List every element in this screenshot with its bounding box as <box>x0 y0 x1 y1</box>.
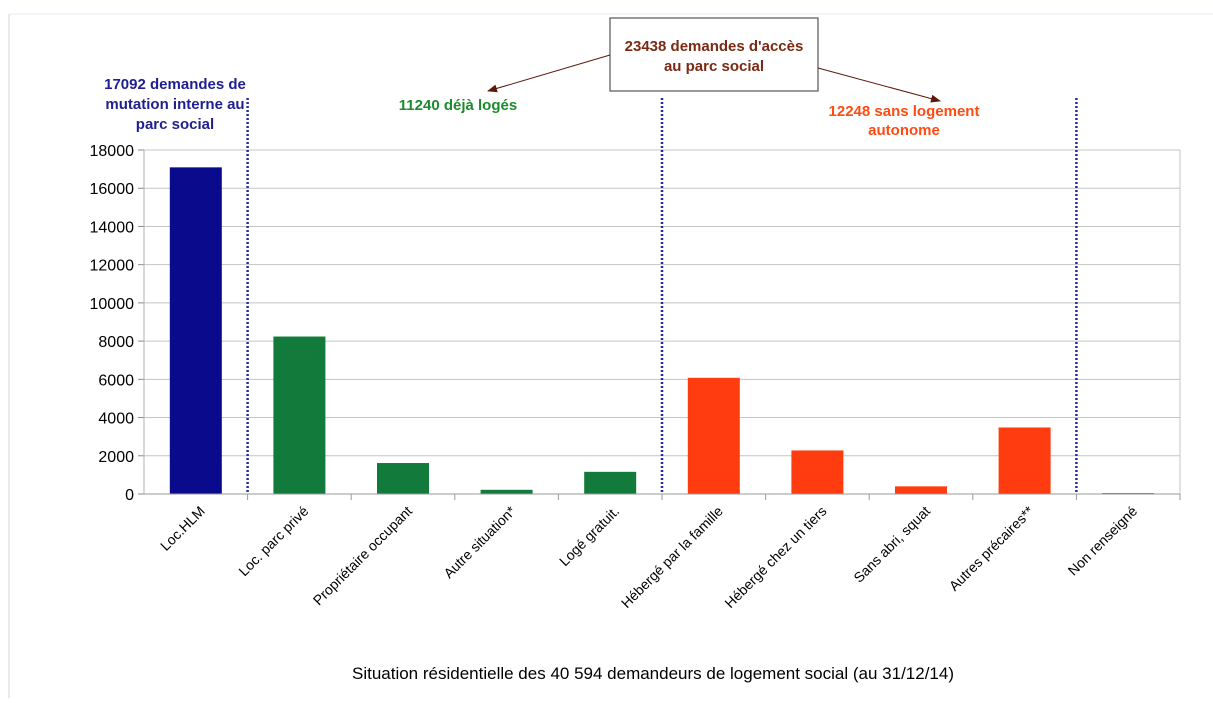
y-tick-label: 4000 <box>98 411 134 428</box>
x-axis-title: Situation résidentielle des 40 594 deman… <box>352 664 954 683</box>
y-tick-label: 18000 <box>90 143 135 160</box>
annotation-access-requests: au parc social <box>664 58 764 75</box>
bar <box>377 463 429 494</box>
axes: 0 2000 4000 6000 8000 10000 12000 14000 16000 180… <box>90 143 1181 611</box>
annotation-access-requests: 23438 demandes d'accès <box>625 38 804 55</box>
annotations: 17092 demandes de mutation interne au parc… <box>104 17 980 139</box>
annotation-internal-transfers: mutation interne au <box>105 96 244 113</box>
bar <box>273 336 326 494</box>
x-tick-label: Loc.HLM <box>157 503 208 554</box>
dividers <box>246 98 1078 494</box>
y-tick-label: 12000 <box>90 258 135 275</box>
annotation-without-housing: autonome <box>868 122 940 139</box>
bar <box>791 450 844 494</box>
annotation-box <box>609 17 819 92</box>
x-tick-label: Sans abri, squat <box>850 503 933 586</box>
annotation-already-housed: 11240 déjà logés <box>399 97 517 114</box>
x-tick-label: Non renseigné <box>1065 503 1141 579</box>
x-tick-label: Hébergé par la famille <box>618 503 726 611</box>
x-tick-label: Autre situation* <box>440 502 519 581</box>
arrow-left <box>487 54 611 93</box>
annotation-internal-transfers: 17092 demandes de <box>104 76 246 93</box>
y-tick-label: 14000 <box>90 219 135 236</box>
annotation-internal-transfers: parc social <box>136 116 214 133</box>
x-tick-label: Logé gratuit. <box>556 503 622 569</box>
bar <box>687 377 740 494</box>
bar <box>480 489 533 494</box>
y-tick-label: 6000 <box>98 372 134 389</box>
x-tick-label: Autres précaires** <box>946 502 1037 593</box>
y-tick-label: 10000 <box>90 296 135 313</box>
bar <box>584 471 637 494</box>
bar <box>895 486 947 494</box>
x-tick-label: Propriétaire occupant <box>310 503 415 608</box>
bars <box>169 167 1155 494</box>
annotation-without-housing: 12248 sans logement <box>829 103 980 120</box>
y-tick-label: 2000 <box>98 449 134 466</box>
y-tick-label: 0 <box>125 487 134 504</box>
y-tick-label: 16000 <box>90 181 135 198</box>
arrow-right <box>817 67 941 103</box>
x-tick-label: Loc. parc privé <box>235 503 311 579</box>
bar <box>998 427 1051 494</box>
x-tick-label: Hébergé chez un tiers <box>721 503 829 611</box>
bar <box>169 167 222 494</box>
y-tick-label: 8000 <box>98 334 134 351</box>
